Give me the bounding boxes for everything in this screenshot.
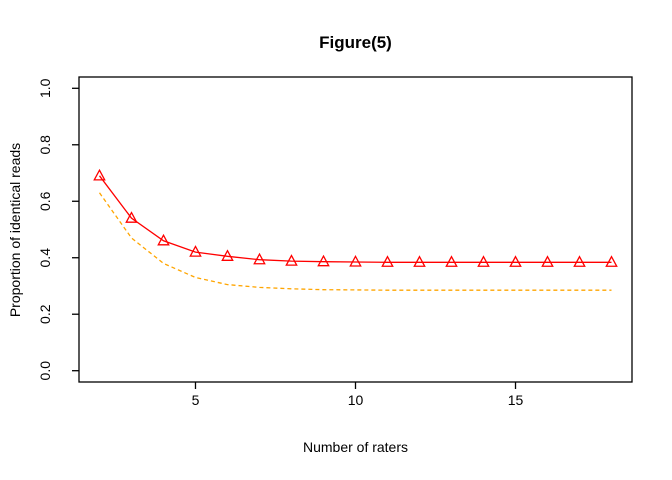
triangle-marker (605, 255, 618, 267)
chart-title: Figure(5) (319, 33, 392, 52)
triangle-marker (93, 168, 106, 181)
triangle-marker (157, 233, 170, 246)
y-tick-label: 0.0 (37, 361, 53, 381)
x-axis-title: Number of raters (302, 439, 409, 455)
y-tick-label: 0.4 (37, 248, 53, 268)
x-tick-label: 10 (348, 392, 364, 408)
y-tick-label: 0.6 (37, 191, 53, 211)
plot-box (78, 76, 633, 383)
triangle-marker (477, 255, 490, 267)
triangle-marker (573, 255, 586, 267)
triangle-marker (541, 255, 554, 267)
solid-red-triangle-series-line (98, 175, 612, 263)
y-tick-label: 0.8 (37, 135, 53, 155)
triangle-marker (285, 254, 298, 266)
triangle-marker (317, 254, 330, 267)
triangle-marker (253, 252, 266, 265)
triangle-marker (413, 255, 426, 267)
triangle-marker (445, 255, 458, 267)
y-tick-label: 1.0 (37, 78, 53, 98)
x-tick-label: 15 (508, 392, 524, 408)
triangle-marker (381, 255, 394, 267)
triangle-marker (221, 249, 234, 261)
triangle-marker (509, 255, 522, 267)
x-tick-label: 5 (192, 392, 200, 408)
triangle-marker (125, 211, 138, 223)
y-tick-label: 0.2 (37, 304, 53, 324)
dashed-orange-series-line (98, 192, 612, 291)
triangle-marker (189, 245, 202, 257)
triangle-marker (349, 255, 362, 267)
